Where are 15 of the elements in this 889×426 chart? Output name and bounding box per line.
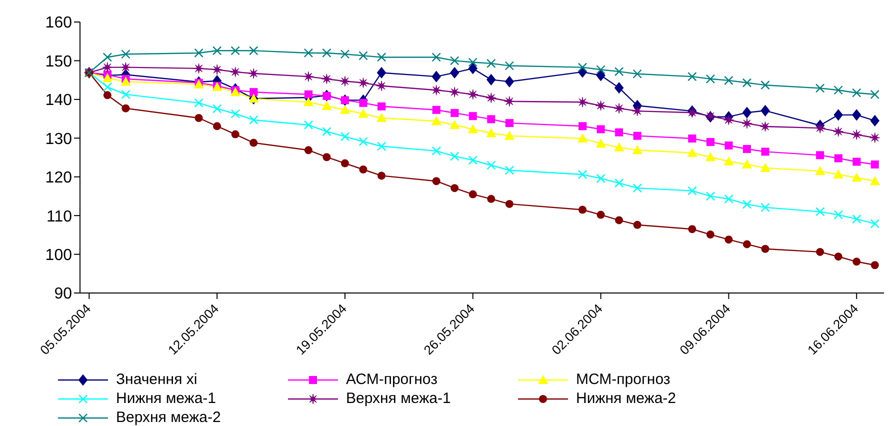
y-tick-label: 130 [45,130,72,148]
legend-label: Нижня межа-1 [116,390,216,407]
y-tick-label: 110 [46,208,72,226]
y-tick-label: 150 [45,53,72,70]
legend-label: МСМ-прогноз [576,371,670,388]
y-tick-label: 120 [45,170,72,187]
y-tick-label: 100 [45,246,72,264]
y-tick-label: 90 [54,286,72,303]
legend-label: АСМ-прогноз [346,371,438,388]
legend-label: Значення xi [116,371,198,388]
legend-label: Нижня межа-2 [576,390,676,407]
legend-label: Верхня межа-1 [346,390,451,407]
legend-label: Верхня межа-2 [116,409,221,426]
y-tick-label: 140 [45,92,72,110]
y-tick-label: 160 [45,14,72,32]
